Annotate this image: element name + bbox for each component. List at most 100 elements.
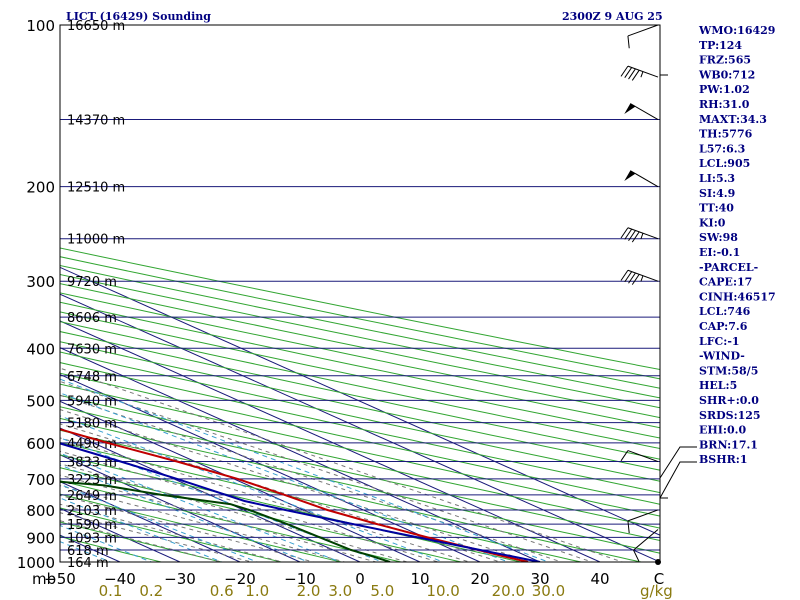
mixing-ratio-label: 0.2 xyxy=(139,582,163,600)
dry-adiabat-line xyxy=(60,372,660,505)
index-entry: LCL:905 xyxy=(699,157,750,170)
dry-adiabat-line xyxy=(60,394,660,529)
pressure-label: 600 xyxy=(26,435,55,453)
chart-datetime: 2300Z 9 AUG 25 xyxy=(562,10,663,23)
height-label: 1093 m xyxy=(67,531,117,546)
isotherm-line xyxy=(60,266,660,536)
index-entry: KI:0 xyxy=(699,216,726,229)
temperature-axis: mb−50 −40 −30 −20 −10 0 10 20 30 40 C xyxy=(32,570,664,588)
mixing-ratio-label: 1.0 xyxy=(245,582,269,600)
index-entry: SRDS:125 xyxy=(699,409,761,422)
isotherm-line xyxy=(60,373,481,562)
x-unit-label: C xyxy=(654,570,664,588)
moist-adiabat-line xyxy=(60,394,564,562)
x-tick-label: 10 xyxy=(410,570,429,588)
index-entry: TP:124 xyxy=(699,39,742,52)
wind-barb xyxy=(620,65,659,81)
x-tick-label: −30 xyxy=(164,570,196,588)
index-entry: HEL:5 xyxy=(699,379,737,392)
wind-barb xyxy=(627,24,659,49)
leader-line xyxy=(659,446,697,479)
dry-adiabat-line xyxy=(60,521,224,562)
dry-adiabat-line xyxy=(60,480,404,562)
dry-adiabat-line xyxy=(60,362,660,494)
x-tick-label: 0 xyxy=(355,570,365,588)
height-label: 5940 m xyxy=(67,394,117,409)
height-label: 618 m xyxy=(67,544,109,559)
mixing-ratio-line xyxy=(60,497,224,562)
mixing-ratio-axis: 0.1 0.2 0.6 1.0 2.0 3.0 5.0 10.0 20.0 30.0 g/kg xyxy=(99,582,673,600)
index-entry: CAPE:17 xyxy=(699,276,752,289)
height-label: 11000 m xyxy=(67,233,125,248)
dry-adiabat-line xyxy=(60,441,584,562)
height-label: 8606 m xyxy=(67,311,117,326)
moist-adiabat-line xyxy=(60,474,378,562)
index-entry: TH:5776 xyxy=(699,128,753,141)
height-label: 9720 m xyxy=(67,275,117,290)
index-entry: TT:40 xyxy=(699,202,734,215)
dry-adiabat-line xyxy=(60,417,660,554)
height-label: 5180 m xyxy=(67,417,117,432)
mixing-ratio-line xyxy=(60,378,550,562)
height-label: 2649 m xyxy=(67,489,117,504)
x-tick-label: 20 xyxy=(470,570,489,588)
moist-adiabat-line xyxy=(60,494,316,562)
index-entry: -PARCEL- xyxy=(699,261,758,274)
index-entry: EHI:0.0 xyxy=(699,424,746,437)
height-label: 3833 m xyxy=(67,456,117,471)
dry-adiabat-line xyxy=(60,383,660,517)
index-entry: STM:58/5 xyxy=(699,364,758,377)
index-entry: LI:5.3 xyxy=(699,172,735,185)
mixing-ratio-label: 5.0 xyxy=(370,582,394,600)
x-tick-label: −40 xyxy=(104,570,136,588)
x-axis-unit: mb xyxy=(32,570,56,588)
pressure-label: 800 xyxy=(26,502,55,520)
chart-title: LICT (16429) Sounding xyxy=(66,10,211,23)
mixing-ratio-label: 10.0 xyxy=(426,582,459,600)
series-dewpoint-line xyxy=(60,480,391,562)
dry-adiabat-line xyxy=(60,467,464,562)
isotherm-line xyxy=(60,454,301,562)
pressure-label: 1000 xyxy=(17,554,55,572)
height-label: 6748 m xyxy=(67,370,117,385)
height-label: 2103 m xyxy=(67,504,117,519)
isotherm-line xyxy=(60,400,421,562)
moist-adiabat-line xyxy=(60,463,409,562)
dry-adiabat-line xyxy=(60,341,660,471)
pressure-label: 500 xyxy=(26,392,55,410)
dry-adiabat-line xyxy=(60,507,284,562)
moist-adiabat-line xyxy=(60,423,502,562)
dry-adiabat-line xyxy=(60,331,660,460)
height-label: 7630 m xyxy=(67,342,117,357)
series-parcel-line xyxy=(60,442,541,562)
mixing-ratio-label: 30.0 xyxy=(532,582,565,600)
index-entry: CAP:7.6 xyxy=(699,320,748,333)
index-entry: WB0:712 xyxy=(698,68,755,81)
pressure-label: 100 xyxy=(26,17,55,35)
index-entry: CINH:46517 xyxy=(699,290,776,303)
pressure-label: 700 xyxy=(26,471,55,489)
index-entry: SHR+:0.0 xyxy=(699,394,759,407)
height-label: 1590 m xyxy=(67,518,117,533)
pressure-label: 300 xyxy=(26,273,55,291)
sounding-series xyxy=(60,428,541,562)
x-tick-label: −50 xyxy=(44,570,76,588)
height-label: 16650 m xyxy=(67,19,125,34)
height-label: 14370 m xyxy=(67,114,125,129)
moist-adiabat-line xyxy=(60,437,471,562)
index-entry: MAXT:34.3 xyxy=(699,113,767,126)
dry-adiabat-line xyxy=(60,406,660,542)
wind-barb xyxy=(624,170,659,188)
isotherm-line xyxy=(60,320,601,562)
height-label: 164 m xyxy=(67,556,109,571)
index-entry: RH:31.0 xyxy=(699,98,750,111)
dry-adiabat-line xyxy=(60,311,660,439)
dry-adiabat-line xyxy=(60,493,344,562)
wind-barb xyxy=(633,529,659,562)
isotherm-line xyxy=(60,347,541,562)
wind-barb xyxy=(620,450,659,463)
x-tick-label: −20 xyxy=(224,570,256,588)
wind-barb xyxy=(620,269,659,285)
index-entry: FRZ:565 xyxy=(699,54,751,67)
